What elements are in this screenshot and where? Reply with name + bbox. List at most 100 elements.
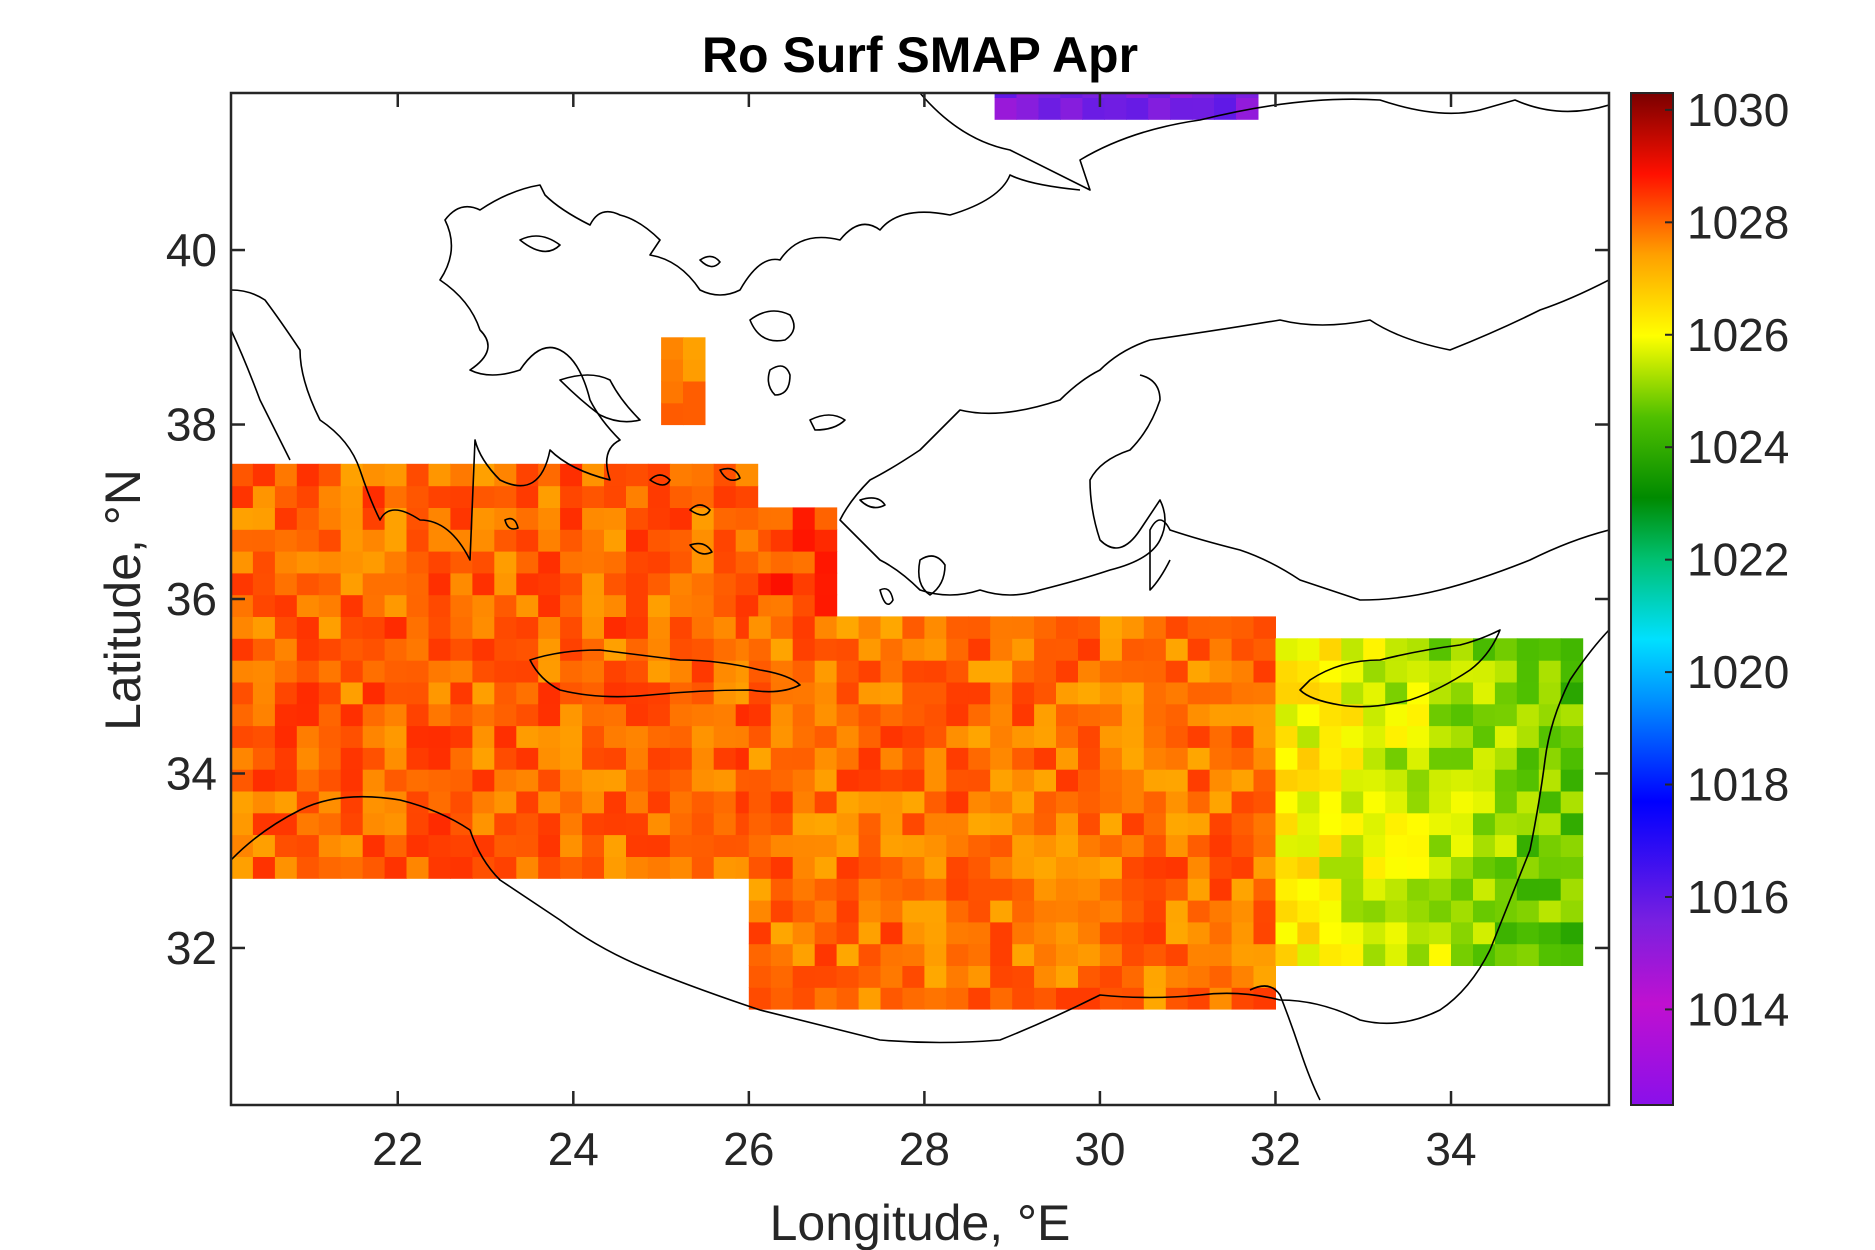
heat-cell [902, 900, 925, 923]
heat-cell [274, 638, 298, 661]
heat-cell [1099, 812, 1123, 836]
heat-cell [1297, 769, 1320, 792]
heat-cell [274, 681, 298, 705]
heat-cell [1253, 856, 1276, 879]
island-cyclades-4 [689, 542, 713, 555]
heat-cell [604, 856, 627, 879]
heat-cell [968, 681, 991, 705]
heat-cell [1099, 987, 1123, 1010]
heat-cell [384, 507, 408, 530]
heat-cell [472, 551, 495, 574]
heat-cell [560, 638, 583, 661]
heat-cell [296, 638, 320, 661]
heat-cell [1187, 638, 1211, 661]
heat-cell [1473, 769, 1496, 792]
heat-cell [1214, 97, 1237, 120]
heat-cell [340, 551, 364, 574]
heat-cell [406, 485, 429, 508]
heat-cell [1082, 93, 1105, 98]
heat-cell [792, 551, 816, 574]
heat-cell [1363, 660, 1386, 683]
heat-cell [1275, 681, 1298, 705]
x-tick-label: 34 [1425, 1123, 1476, 1175]
heat-cell [516, 834, 539, 857]
coastline-crete [529, 649, 801, 698]
heat-cell [560, 790, 583, 814]
heat-cell [946, 703, 969, 727]
heat-cell [1231, 921, 1255, 945]
heat-cell [1385, 747, 1408, 770]
heat-cell [836, 660, 860, 683]
heat-cell [1209, 965, 1233, 988]
heat-cell [990, 703, 1013, 727]
heat-cell [691, 485, 715, 508]
heat-cell [384, 638, 408, 661]
heat-cell [428, 529, 451, 552]
heat-cell [647, 616, 671, 639]
heat-cell [1451, 725, 1474, 748]
heat-cell [1099, 616, 1123, 639]
heat-cell [1078, 943, 1101, 966]
heat-cell [713, 463, 737, 487]
heat-cell [1056, 856, 1079, 879]
heat-cell [1056, 660, 1079, 683]
heat-cell [1187, 856, 1211, 879]
heat-cell [516, 725, 539, 748]
heat-cell [626, 638, 649, 661]
heat-cell [814, 747, 838, 770]
heat-cell [792, 965, 816, 988]
heat-cell [296, 616, 320, 639]
y-tick-label: 36 [166, 573, 217, 625]
heat-cell [1297, 790, 1320, 814]
heat-cell [252, 681, 276, 705]
heat-cell [1060, 97, 1083, 120]
heat-cell [582, 572, 605, 596]
heat-cell [318, 747, 342, 770]
heat-cell [858, 834, 882, 857]
heat-cell [1407, 747, 1430, 770]
heat-cell [318, 790, 342, 814]
heat-cell [713, 638, 737, 661]
heat-cell [296, 507, 320, 530]
heat-cell [748, 747, 772, 770]
heat-cell [1012, 703, 1035, 727]
heat-cell [384, 660, 408, 683]
heat-cell [472, 507, 495, 530]
heat-cell [494, 551, 517, 574]
heat-cell [1165, 769, 1189, 792]
heat-cell [990, 943, 1013, 966]
heat-cell [1012, 681, 1035, 705]
heat-cell [428, 747, 451, 770]
heat-cell [1253, 900, 1276, 923]
heat-cell [340, 660, 364, 683]
heat-cell [472, 769, 495, 792]
heat-cell [340, 856, 364, 879]
heat-cell [428, 507, 451, 530]
heat-cell [362, 834, 386, 857]
heat-cell [880, 878, 903, 901]
heat-cell [880, 703, 903, 727]
heat-cell [1560, 834, 1584, 857]
heat-cell [1319, 790, 1342, 814]
heat-cell [836, 703, 860, 727]
heat-cell [1363, 747, 1386, 770]
heat-cell [1231, 812, 1255, 836]
heat-cell [1341, 943, 1364, 966]
heat-cell [406, 856, 429, 879]
heat-cell [1341, 900, 1364, 923]
heat-cell [1253, 812, 1276, 836]
heat-cell [902, 921, 925, 945]
heat-cell [1143, 638, 1167, 661]
heat-cell [1516, 878, 1540, 901]
heat-cell [428, 485, 451, 508]
heat-cell [968, 878, 991, 901]
heat-cell [1231, 790, 1255, 814]
heat-cell [1429, 769, 1452, 792]
heat-cell [669, 594, 693, 617]
heat-cell [582, 507, 605, 530]
heat-cell [1516, 747, 1540, 770]
heat-cell [748, 943, 772, 966]
heat-cell [252, 812, 276, 836]
heat-cell [1473, 660, 1496, 683]
heat-cell [1231, 660, 1255, 683]
